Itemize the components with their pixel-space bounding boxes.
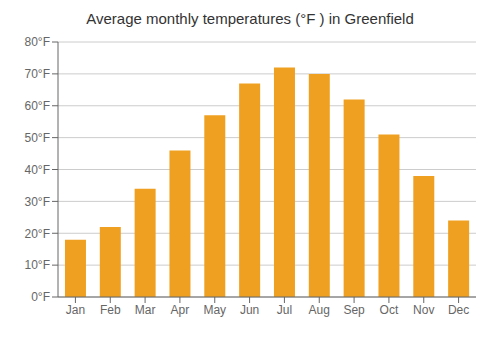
svg-text:40°F: 40°F	[25, 163, 50, 177]
svg-text:80°F: 80°F	[25, 35, 50, 49]
svg-text:Mar: Mar	[135, 303, 156, 317]
svg-text:30°F: 30°F	[25, 195, 50, 209]
svg-text:50°F: 50°F	[25, 131, 50, 145]
svg-text:70°F: 70°F	[25, 67, 50, 81]
svg-text:20°F: 20°F	[25, 227, 50, 241]
svg-text:Feb: Feb	[100, 303, 121, 317]
svg-text:Sep: Sep	[343, 303, 365, 317]
svg-text:Aug: Aug	[309, 303, 330, 317]
html-text:Average monthly temperatures (: Average monthly temperatures (°F ) in Gr…	[86, 10, 414, 27]
svg-text:0°F: 0°F	[31, 290, 50, 304]
svg-text:May: May	[203, 303, 226, 317]
svg-text:Apr: Apr	[171, 303, 190, 317]
svg-text:60°F: 60°F	[25, 99, 50, 113]
svg-text:Jan: Jan	[66, 303, 85, 317]
svg-text:Oct: Oct	[380, 303, 399, 317]
svg-text:Jun: Jun	[240, 303, 259, 317]
svg-text:10°F: 10°F	[25, 258, 50, 272]
svg-text:Nov: Nov	[413, 303, 434, 317]
svg-text:Jul: Jul	[277, 303, 292, 317]
svg-text:Dec: Dec	[448, 303, 469, 317]
